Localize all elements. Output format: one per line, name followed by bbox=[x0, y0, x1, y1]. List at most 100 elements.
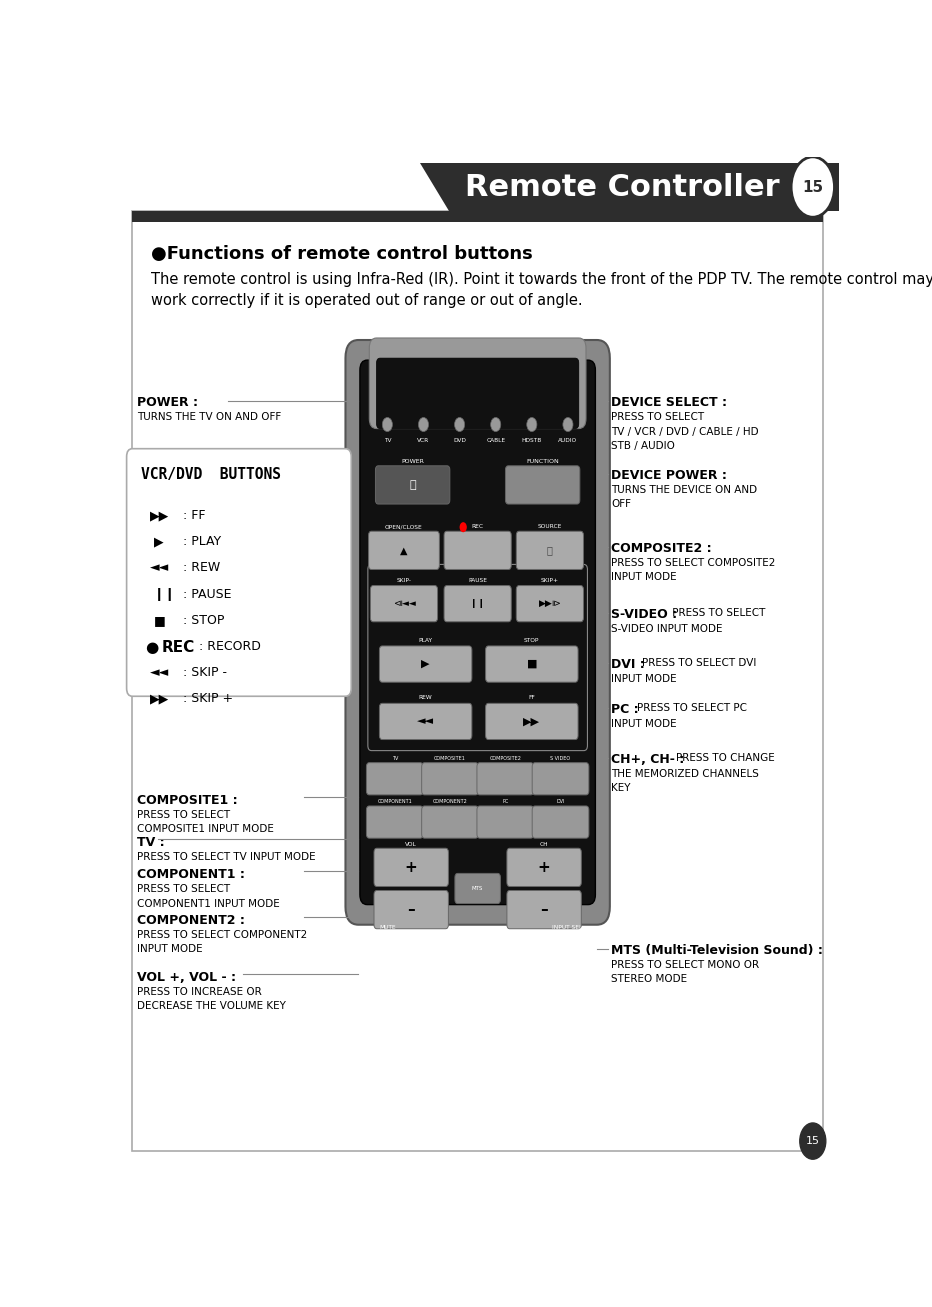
Text: COMPONENT2: COMPONENT2 bbox=[432, 799, 467, 804]
Text: INPUT MODE: INPUT MODE bbox=[611, 674, 677, 684]
FancyBboxPatch shape bbox=[366, 806, 423, 838]
FancyBboxPatch shape bbox=[444, 531, 512, 570]
Text: INPUT MODE: INPUT MODE bbox=[611, 572, 677, 583]
Text: PAUSE: PAUSE bbox=[468, 578, 487, 583]
FancyBboxPatch shape bbox=[368, 531, 439, 570]
Circle shape bbox=[459, 523, 467, 532]
FancyBboxPatch shape bbox=[377, 358, 579, 429]
Text: ▶▶: ▶▶ bbox=[150, 510, 170, 521]
Text: TURNS THE TV ON AND OFF: TURNS THE TV ON AND OFF bbox=[137, 413, 281, 422]
Text: ⏻: ⏻ bbox=[547, 545, 553, 555]
Text: DEVICE SELECT :: DEVICE SELECT : bbox=[611, 396, 727, 409]
Text: DVI :: DVI : bbox=[611, 657, 650, 670]
Circle shape bbox=[527, 417, 537, 431]
Text: COMPOSITE1 :: COMPOSITE1 : bbox=[137, 793, 241, 806]
Text: +: + bbox=[538, 860, 551, 874]
Text: HDSTB: HDSTB bbox=[522, 438, 541, 443]
Text: Remote Controller: Remote Controller bbox=[465, 173, 779, 201]
Text: TURNS THE DEVICE ON AND: TURNS THE DEVICE ON AND bbox=[611, 485, 758, 495]
Text: PRESS TO SELECT DVI: PRESS TO SELECT DVI bbox=[641, 657, 756, 668]
Text: COMPONENT1 :: COMPONENT1 : bbox=[137, 868, 244, 881]
FancyBboxPatch shape bbox=[444, 586, 512, 622]
FancyBboxPatch shape bbox=[360, 361, 596, 904]
Text: KEY: KEY bbox=[611, 783, 631, 793]
Text: VOL +, VOL - :: VOL +, VOL - : bbox=[137, 971, 236, 984]
Text: STB / AUDIO: STB / AUDIO bbox=[611, 440, 675, 451]
Text: : PAUSE: : PAUSE bbox=[183, 588, 231, 601]
Circle shape bbox=[563, 417, 573, 431]
FancyBboxPatch shape bbox=[369, 339, 586, 429]
FancyBboxPatch shape bbox=[421, 763, 478, 795]
FancyBboxPatch shape bbox=[486, 703, 578, 740]
FancyBboxPatch shape bbox=[379, 703, 472, 740]
Text: DVI: DVI bbox=[556, 799, 565, 804]
Text: PC :: PC : bbox=[611, 703, 643, 716]
Text: COMPONENT1: COMPONENT1 bbox=[377, 799, 412, 804]
Text: VCR/DVD  BUTTONS: VCR/DVD BUTTONS bbox=[141, 467, 281, 482]
Text: ◄◄: ◄◄ bbox=[150, 667, 170, 680]
Text: S-VIDEO INPUT MODE: S-VIDEO INPUT MODE bbox=[611, 623, 723, 634]
Text: 15: 15 bbox=[806, 1136, 820, 1146]
Text: INPUT SEL.: INPUT SEL. bbox=[552, 925, 584, 929]
FancyBboxPatch shape bbox=[532, 763, 589, 795]
Text: COMPOSITE1 INPUT MODE: COMPOSITE1 INPUT MODE bbox=[137, 825, 274, 834]
Text: SKIP+: SKIP+ bbox=[541, 578, 559, 583]
Text: PRESS TO CHANGE: PRESS TO CHANGE bbox=[677, 753, 775, 762]
FancyBboxPatch shape bbox=[532, 806, 589, 838]
Text: ■: ■ bbox=[150, 614, 166, 627]
FancyBboxPatch shape bbox=[455, 873, 500, 903]
Text: DVD: DVD bbox=[453, 438, 466, 443]
Text: REC: REC bbox=[472, 524, 484, 529]
Polygon shape bbox=[420, 163, 839, 212]
Text: MUTE: MUTE bbox=[379, 925, 396, 929]
Circle shape bbox=[490, 417, 500, 431]
FancyBboxPatch shape bbox=[346, 340, 610, 925]
Text: PRESS TO SELECT COMPONENT2: PRESS TO SELECT COMPONENT2 bbox=[137, 929, 307, 940]
Text: : PLAY: : PLAY bbox=[183, 536, 221, 548]
Text: MTS (Multi-Television Sound) :: MTS (Multi-Television Sound) : bbox=[611, 944, 823, 957]
Text: : RECORD: : RECORD bbox=[199, 640, 261, 654]
Circle shape bbox=[800, 1123, 826, 1159]
Text: PRESS TO INCREASE OR: PRESS TO INCREASE OR bbox=[137, 987, 262, 997]
Text: ⧏◄◄: ⧏◄◄ bbox=[392, 599, 416, 608]
Text: POWER :: POWER : bbox=[137, 396, 198, 409]
Text: DEVICE POWER :: DEVICE POWER : bbox=[611, 469, 727, 482]
Text: INPUT MODE: INPUT MODE bbox=[137, 944, 202, 954]
FancyBboxPatch shape bbox=[374, 848, 448, 886]
FancyBboxPatch shape bbox=[421, 806, 478, 838]
Text: VOL: VOL bbox=[405, 842, 418, 847]
Text: STOP: STOP bbox=[524, 638, 540, 643]
Text: TV: TV bbox=[391, 755, 398, 761]
Text: INPUT MODE: INPUT MODE bbox=[611, 719, 677, 729]
FancyBboxPatch shape bbox=[507, 848, 582, 886]
Text: S-VIDEO :: S-VIDEO : bbox=[611, 608, 682, 621]
FancyBboxPatch shape bbox=[516, 586, 583, 622]
Text: PRESS TO SELECT COMPOSITE2: PRESS TO SELECT COMPOSITE2 bbox=[611, 558, 775, 569]
FancyBboxPatch shape bbox=[370, 586, 437, 622]
FancyBboxPatch shape bbox=[477, 763, 534, 795]
Text: DECREASE THE VOLUME KEY: DECREASE THE VOLUME KEY bbox=[137, 1001, 285, 1012]
Text: ●: ● bbox=[145, 640, 158, 655]
Text: ⏻: ⏻ bbox=[409, 480, 416, 490]
Text: : FF: : FF bbox=[183, 510, 205, 521]
Text: CH+, CH- :: CH+, CH- : bbox=[611, 753, 689, 766]
Text: ◄◄: ◄◄ bbox=[418, 716, 434, 727]
FancyBboxPatch shape bbox=[477, 806, 534, 838]
Text: : STOP: : STOP bbox=[183, 614, 225, 627]
Text: COMPOSITE1: COMPOSITE1 bbox=[434, 755, 466, 761]
Circle shape bbox=[382, 417, 392, 431]
Text: COMPOSITE2: COMPOSITE2 bbox=[489, 755, 521, 761]
Text: FUNCTION: FUNCTION bbox=[527, 459, 559, 464]
Text: –: – bbox=[407, 902, 415, 918]
Text: CABLE: CABLE bbox=[487, 438, 505, 443]
Text: TV / VCR / DVD / CABLE / HD: TV / VCR / DVD / CABLE / HD bbox=[611, 426, 759, 437]
Text: REC: REC bbox=[161, 640, 195, 655]
Text: –: – bbox=[541, 902, 548, 918]
Text: ❙❙: ❙❙ bbox=[470, 599, 486, 608]
Text: : REW: : REW bbox=[183, 562, 220, 574]
Text: PC: PC bbox=[502, 799, 508, 804]
Text: 15: 15 bbox=[802, 179, 823, 195]
Text: STEREO MODE: STEREO MODE bbox=[611, 974, 688, 984]
Text: COMPOSITE2 :: COMPOSITE2 : bbox=[611, 542, 712, 555]
Circle shape bbox=[418, 417, 429, 431]
